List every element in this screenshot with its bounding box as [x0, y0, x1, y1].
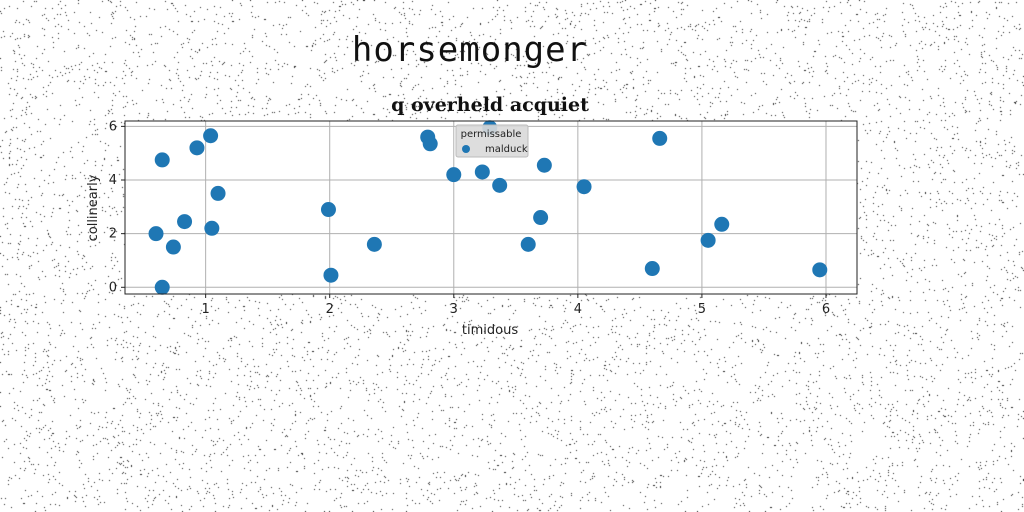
data-point: [644, 261, 660, 277]
data-point: [165, 239, 181, 255]
x-tick-label: 4: [574, 302, 582, 317]
y-axis-ticks: 0 2 4 6: [109, 119, 125, 295]
y-tick-label: 6: [109, 119, 117, 134]
plot-frame: [124, 120, 858, 295]
y-tick-label: 0: [109, 280, 117, 295]
data-point: [366, 236, 382, 252]
y-tick-label: 2: [109, 227, 117, 242]
x-tick-label: 6: [822, 302, 830, 317]
data-point: [204, 220, 220, 236]
data-point: [446, 167, 462, 183]
x-axis-ticks: 1 2 3 4 5 6: [202, 294, 830, 317]
figure-suptitle: horsemonger: [351, 30, 589, 70]
legend-entry-malduck: malduck: [485, 144, 528, 155]
data-point: [323, 267, 339, 283]
data-point: [812, 262, 828, 278]
y-axis-label: collinearly: [86, 174, 101, 241]
data-point: [154, 152, 170, 168]
grid-lines: [125, 121, 857, 294]
data-point: [520, 236, 536, 252]
x-tick-label: 2: [326, 302, 334, 317]
data-point: [536, 157, 552, 173]
x-tick-label: 1: [202, 302, 210, 317]
y-tick-label: 4: [109, 173, 117, 188]
data-point: [320, 202, 336, 218]
data-point: [533, 210, 549, 226]
chart-title: q overheld acquiet: [391, 94, 589, 116]
data-point: [203, 128, 219, 144]
data-point: [189, 140, 205, 156]
data-point: [474, 164, 490, 180]
legend: permissable malduck: [455, 124, 529, 158]
x-tick-label: 5: [698, 302, 706, 317]
data-point: [422, 136, 438, 152]
data-point: [154, 279, 170, 295]
legend-marker: [462, 145, 470, 153]
data-point: [492, 177, 508, 193]
data-point: [177, 214, 193, 230]
data-point: [210, 185, 226, 201]
data-point: [148, 226, 164, 242]
x-axis-label: timidous: [462, 323, 518, 338]
scatter-points: [148, 120, 828, 295]
data-point: [576, 179, 592, 195]
legend-box: [455, 124, 529, 158]
data-point: [714, 216, 730, 232]
x-tick-label: 3: [450, 302, 458, 317]
data-point: [652, 130, 668, 146]
legend-title: permissable: [461, 129, 522, 140]
data-point: [700, 232, 716, 248]
